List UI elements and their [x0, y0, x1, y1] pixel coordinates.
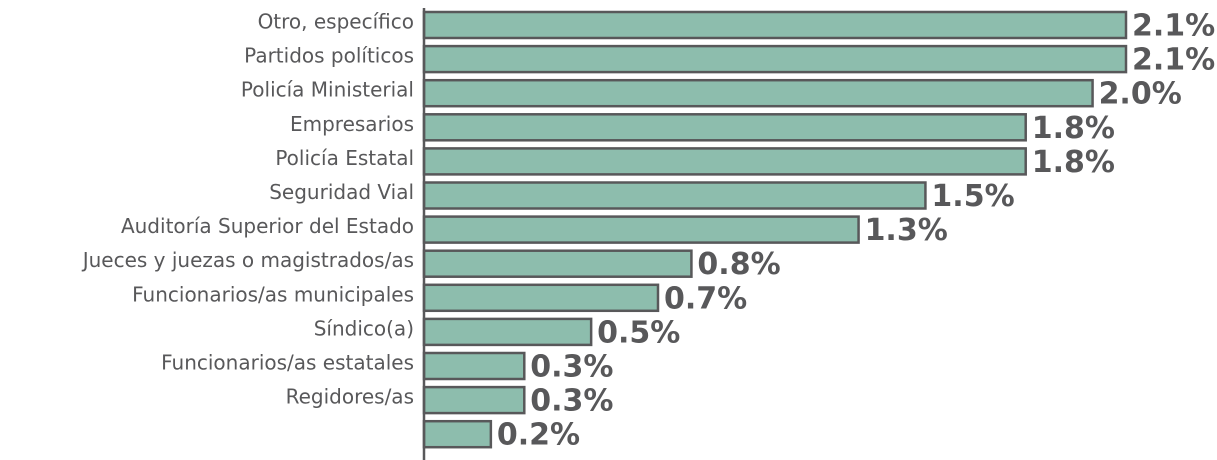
category-label: Otro, específico [258, 10, 414, 34]
bar [422, 249, 693, 278]
bar [422, 10, 1128, 40]
bar [422, 44, 1128, 74]
category-label: Regidores/as [286, 385, 414, 409]
value-label: 1.3% [865, 213, 948, 248]
value-label: 0.7% [664, 281, 747, 316]
category-label: Policía Estatal [275, 146, 414, 170]
bar [422, 78, 1094, 108]
bar [422, 113, 1027, 142]
category-label: Empresarios [290, 112, 414, 136]
category-label: Funcionarios/as estatales [161, 351, 414, 375]
category-label: Jueces y juezas o magistrados/as [81, 248, 414, 272]
bar [422, 317, 593, 347]
value-label: 0.5% [597, 315, 680, 350]
value-label: 0.3% [530, 350, 613, 385]
value-label: 1.5% [931, 179, 1014, 214]
category-label: Funcionarios/as municipales [132, 282, 414, 306]
bar [422, 385, 526, 415]
bar [422, 283, 660, 313]
bar [422, 215, 860, 244]
category-label: Síndico(a) [314, 316, 414, 340]
value-label: 1.8% [1032, 145, 1115, 180]
bar [422, 419, 493, 449]
value-label: 0.2% [497, 418, 580, 453]
value-label: 2.1% [1132, 43, 1215, 78]
value-label: 2.0% [1099, 77, 1182, 112]
category-label: Auditoría Superior del Estado [121, 214, 414, 238]
category-label: Partidos políticos [244, 44, 414, 68]
bar [422, 181, 927, 210]
category-label: Seguridad Vial [269, 180, 414, 204]
category-label: Policía Ministerial [241, 78, 414, 102]
value-label: 0.8% [697, 247, 780, 282]
bar [422, 147, 1027, 176]
value-label: 0.3% [530, 384, 613, 419]
value-label: 1.8% [1032, 111, 1115, 146]
bar [422, 351, 526, 381]
value-label: 2.1% [1132, 9, 1215, 44]
